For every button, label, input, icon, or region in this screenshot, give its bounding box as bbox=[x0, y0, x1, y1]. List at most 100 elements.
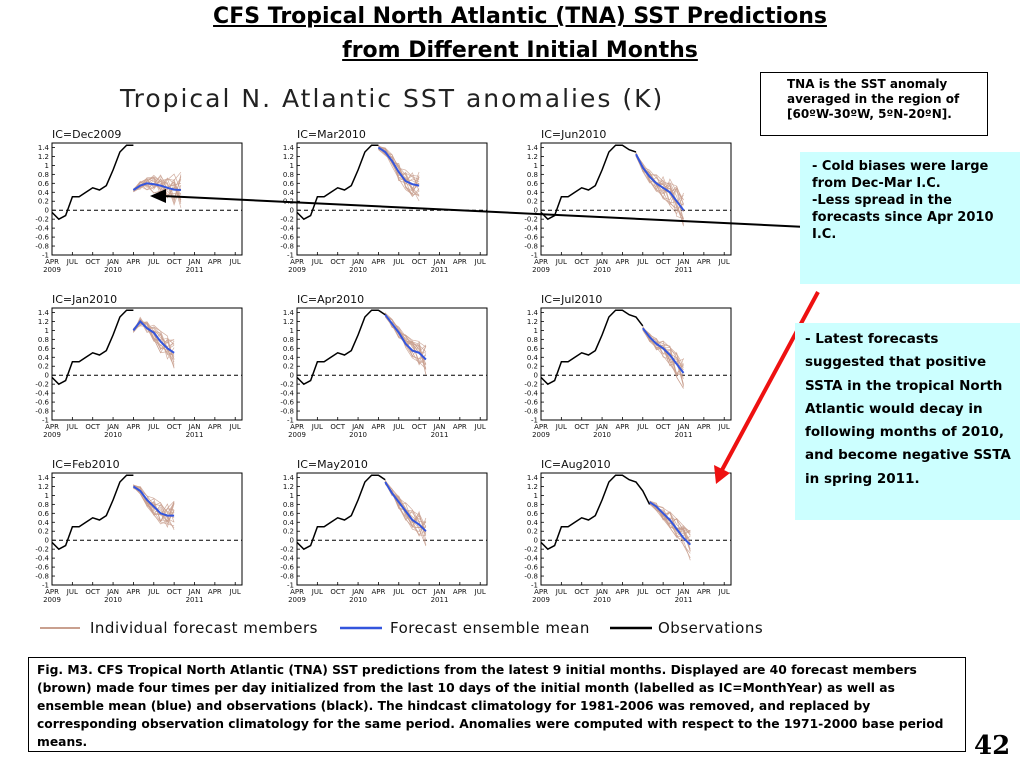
x-tick-label: APR bbox=[453, 588, 467, 596]
panel-label: IC=Mar2010 bbox=[297, 128, 366, 141]
y-tick-label: 1.4 bbox=[527, 474, 539, 482]
black-arrow-line bbox=[162, 195, 807, 228]
y-tick-label: 0 bbox=[534, 207, 538, 215]
panel-ic-jul2010: IC=Jul20101.41.210.80.60.40.20-0.2-0.4-0… bbox=[524, 293, 732, 439]
forecast-member-line bbox=[133, 325, 175, 367]
x-tick-label: APR bbox=[371, 258, 385, 266]
panel-frame bbox=[296, 307, 488, 421]
y-tick-label: 0.4 bbox=[283, 354, 295, 362]
x-tick-label: OCT bbox=[412, 423, 427, 431]
x-tick-label: JAN bbox=[677, 258, 690, 266]
x-tick-label: APR bbox=[615, 588, 629, 596]
x-tick-label: APR bbox=[45, 423, 59, 431]
x-tick-label: APR bbox=[534, 258, 548, 266]
panel-ic-jan2010: IC=Jan20101.41.210.80.60.40.20-0.2-0.4-0… bbox=[35, 293, 243, 439]
y-tick-label: 0.2 bbox=[527, 528, 538, 536]
y-tick-label: 0.6 bbox=[283, 345, 295, 353]
x-tick-label: JUL bbox=[718, 588, 730, 596]
forecast-member-line bbox=[635, 153, 684, 206]
x-tick-label: JUL bbox=[718, 423, 730, 431]
y-tick-label: 0.2 bbox=[38, 198, 49, 206]
x-year-label: 2011 bbox=[675, 266, 693, 274]
y-tick-label: 0.8 bbox=[283, 501, 294, 509]
y-tick-label: -0.2 bbox=[280, 381, 294, 389]
y-tick-label: -0.8 bbox=[280, 573, 294, 581]
ensemble-mean-line bbox=[384, 481, 427, 532]
y-tick-label: 1.2 bbox=[38, 318, 49, 326]
x-year-label: 2010 bbox=[593, 596, 611, 604]
y-tick-label: 1.2 bbox=[283, 153, 294, 161]
panel-label: IC=Apr2010 bbox=[297, 293, 364, 306]
y-tick-label: -0.4 bbox=[280, 555, 294, 563]
y-tick-label: 0.8 bbox=[283, 171, 294, 179]
y-tick-label: 1.2 bbox=[283, 318, 294, 326]
y-tick-label: -0.2 bbox=[35, 216, 49, 224]
x-tick-label: APR bbox=[126, 423, 140, 431]
x-tick-label: JAN bbox=[677, 588, 690, 596]
x-tick-label: APR bbox=[615, 423, 629, 431]
y-tick-label: 0.4 bbox=[283, 189, 295, 197]
y-tick-label: 0 bbox=[290, 372, 294, 380]
x-year-label: 2010 bbox=[104, 431, 122, 439]
x-tick-label: APR bbox=[371, 423, 385, 431]
legend: Individual forecast members Forecast ens… bbox=[40, 619, 763, 637]
y-tick-label: 1.2 bbox=[527, 153, 538, 161]
panel-ic-apr2010: IC=Apr20101.41.210.80.60.40.20-0.2-0.4-0… bbox=[280, 293, 488, 439]
x-tick-label: OCT bbox=[85, 588, 100, 596]
x-tick-label: OCT bbox=[167, 588, 182, 596]
x-tick-label: APR bbox=[208, 258, 222, 266]
x-tick-label: JUL bbox=[147, 258, 159, 266]
y-tick-label: -0.8 bbox=[35, 243, 49, 251]
x-tick-label: JUL bbox=[474, 423, 486, 431]
x-tick-label: JAN bbox=[188, 588, 201, 596]
observation-line bbox=[540, 309, 644, 386]
y-tick-label: -0.4 bbox=[35, 225, 49, 233]
y-tick-label: 0 bbox=[290, 207, 294, 215]
x-year-label: 2011 bbox=[675, 596, 693, 604]
slide-title-line1: CFS Tropical North Atlantic (TNA) SST Pr… bbox=[213, 4, 827, 29]
latest-forecast-box: - Latest forecasts suggested that positi… bbox=[795, 323, 1020, 520]
y-tick-label: -1 bbox=[287, 252, 294, 260]
y-tick-label: 0.8 bbox=[38, 171, 49, 179]
x-tick-label: JAN bbox=[188, 423, 201, 431]
x-tick-label: JUL bbox=[474, 588, 486, 596]
x-tick-label: APR bbox=[697, 588, 711, 596]
x-tick-label: JUL bbox=[636, 423, 648, 431]
annotation-arrows bbox=[150, 189, 820, 484]
y-tick-label: -0.6 bbox=[524, 234, 538, 242]
panel-ic-jun2010: IC=Jun20101.41.210.80.60.40.20-0.2-0.4-0… bbox=[524, 128, 732, 274]
x-tick-label: APR bbox=[453, 258, 467, 266]
y-tick-label: 0.2 bbox=[38, 363, 49, 371]
x-year-label: 2011 bbox=[675, 431, 693, 439]
red-arrow-head bbox=[714, 465, 730, 484]
x-tick-label: APR bbox=[697, 423, 711, 431]
x-tick-label: APR bbox=[290, 258, 304, 266]
x-year-label: 2010 bbox=[349, 431, 367, 439]
y-tick-label: 0.8 bbox=[527, 171, 538, 179]
panel-frame bbox=[296, 472, 488, 586]
x-tick-label: JAN bbox=[106, 423, 119, 431]
panel-frame bbox=[51, 472, 243, 586]
x-tick-label: JAN bbox=[433, 258, 446, 266]
x-year-label: 2010 bbox=[104, 596, 122, 604]
x-year-label: 2010 bbox=[104, 266, 122, 274]
y-tick-label: 0.8 bbox=[283, 336, 294, 344]
x-tick-label: OCT bbox=[574, 258, 589, 266]
forecast-member-line bbox=[649, 503, 691, 541]
x-tick-label: APR bbox=[45, 258, 59, 266]
observation-line bbox=[51, 474, 134, 551]
red-arrow-line bbox=[720, 291, 820, 471]
ensemble-mean-line bbox=[642, 327, 685, 374]
y-tick-label: 1 bbox=[45, 162, 49, 170]
bias-note-item-1: - Cold biases were large from Dec-Mar I.… bbox=[812, 159, 989, 191]
x-year-label: 2009 bbox=[43, 431, 61, 439]
y-tick-label: -0.2 bbox=[524, 216, 538, 224]
y-tick-label: 1 bbox=[290, 162, 294, 170]
panel-label: IC=Feb2010 bbox=[52, 458, 120, 471]
x-tick-label: JUL bbox=[311, 258, 323, 266]
forecast-member-line bbox=[384, 312, 427, 365]
x-tick-label: OCT bbox=[85, 423, 100, 431]
y-tick-label: 0.4 bbox=[38, 189, 50, 197]
panel-label: IC=Dec2009 bbox=[52, 128, 121, 141]
